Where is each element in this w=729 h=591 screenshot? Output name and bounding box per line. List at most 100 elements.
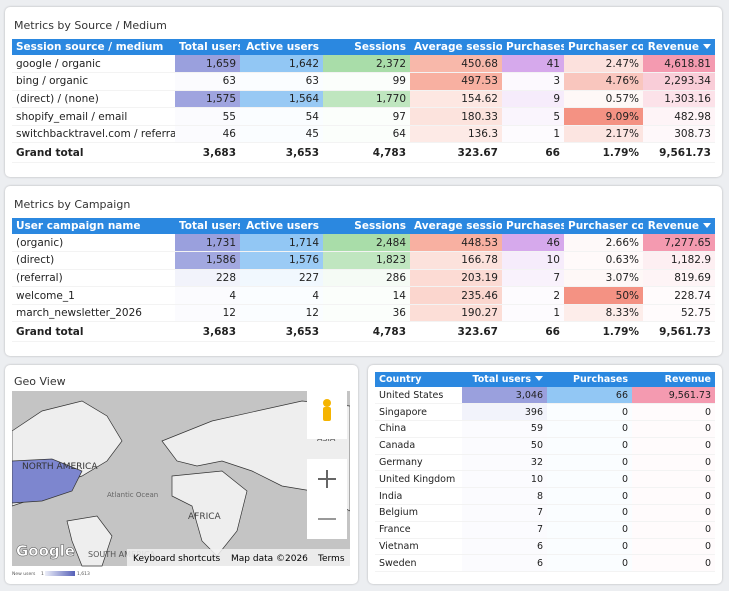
- column-header[interactable]: Total users: [175, 218, 240, 234]
- sort-arrow[interactable]: [531, 374, 543, 385]
- link[interactable]: Terms: [317, 554, 345, 564]
- table-row: China 59 0 0: [375, 420, 715, 438]
- land: [66, 515, 113, 567]
- cell: 50%: [564, 286, 643, 305]
- cell: 0: [632, 403, 715, 422]
- total-cell: 3,683: [175, 321, 240, 343]
- table-row: Belgium 7 0 0: [375, 504, 715, 522]
- cell: 1,714: [240, 234, 323, 253]
- table-row: (organic) 1,731 1,714 2,484 448.53 46 2.66% 7,2…: [12, 234, 715, 253]
- total-cell: 66: [502, 321, 564, 343]
- column-header[interactable]: Revenue: [632, 372, 715, 387]
- column-header[interactable]: Active users: [240, 39, 323, 55]
- legend-title: New users: [12, 571, 36, 577]
- cell: (organic): [12, 234, 175, 253]
- table-row: google / organic 1,659 1,642 2,372 450.68 41 2…: [12, 55, 715, 74]
- cell: 8: [462, 487, 547, 506]
- cell: 1,731: [175, 234, 240, 253]
- cell: 450.68: [410, 55, 502, 74]
- map-label: NORTH AMERICA: [22, 462, 98, 472]
- cell: 66: [547, 387, 632, 405]
- cell: 97: [323, 107, 410, 126]
- cell: 396: [462, 403, 547, 422]
- cell: 63: [175, 72, 240, 91]
- cell: 2,293.34: [643, 72, 715, 91]
- column-header[interactable]: User campaign name: [12, 218, 175, 234]
- column-header[interactable]: Revenue: [643, 39, 715, 55]
- pegman[interactable]: [323, 399, 331, 407]
- header-text: Active users: [246, 220, 319, 232]
- panel-title: Metrics by Source / Medium: [14, 19, 167, 32]
- map-label: Atlantic Ocean: [107, 491, 158, 499]
- table-row: switchbacktravel.com / referral 46 45 64 136…: [12, 125, 715, 144]
- cell: 235.46: [410, 286, 502, 305]
- column-header[interactable]: Sessions: [323, 39, 410, 55]
- cell: 55: [175, 107, 240, 126]
- header-text: Revenue: [647, 220, 699, 232]
- column-header[interactable]: Session source / medium: [12, 39, 175, 55]
- cell: 1: [502, 304, 564, 323]
- column-header[interactable]: Purchases: [502, 39, 564, 55]
- column-header[interactable]: Active users: [240, 218, 323, 234]
- header-text: Country: [379, 374, 422, 385]
- cell: google / organic: [12, 55, 175, 74]
- cell: 9.09%: [564, 107, 643, 126]
- google-logo: Google: [16, 542, 75, 560]
- campaign-panel: Metrics by Campaign User campaign name To…: [5, 186, 722, 356]
- column-header[interactable]: Total users: [175, 39, 240, 55]
- header-text: Sessions: [354, 220, 406, 232]
- legend-min: 1: [41, 571, 44, 577]
- column-header[interactable]: Average sessio...: [410, 218, 502, 234]
- cell: 227: [240, 269, 323, 288]
- table-row: welcome_1 4 4 14 235.46 2 50% 228.74: [12, 286, 715, 305]
- source-table: Session source / medium Total users Active…: [12, 39, 715, 164]
- cell: 4: [175, 286, 240, 305]
- cell: Canada: [375, 437, 462, 455]
- cell: (referral): [12, 269, 175, 288]
- cell: 1,564: [240, 90, 323, 109]
- cell: 819.69: [643, 269, 715, 288]
- cell: Belgium: [375, 504, 462, 522]
- total-cell: 1.79%: [564, 142, 643, 164]
- column-header[interactable]: Country: [375, 372, 462, 387]
- column-header[interactable]: Revenue: [643, 218, 715, 234]
- cell: 52.75: [643, 304, 715, 323]
- cell: 203.19: [410, 269, 502, 288]
- land-highlight: [12, 458, 83, 504]
- column-header[interactable]: Purchaser co...: [564, 39, 643, 55]
- total-cell: 323.67: [410, 142, 502, 164]
- total-cell: 1.79%: [564, 321, 643, 343]
- link[interactable]: Keyboard shortcuts: [133, 554, 220, 564]
- total-cell: 3,653: [240, 321, 323, 343]
- total-row: Grand total 3,683 3,653 4,783 323.67 66 1.79% 9…: [12, 142, 715, 164]
- attribution-bar: [127, 549, 350, 566]
- cell: (direct) / (none): [12, 90, 175, 109]
- sort-arrow[interactable]: [699, 220, 711, 232]
- cell: 59: [462, 420, 547, 438]
- cell: 482.98: [643, 107, 715, 126]
- cell: 2.17%: [564, 125, 643, 144]
- sort-arrow[interactable]: [699, 41, 711, 53]
- column-header[interactable]: Purchaser co...: [564, 218, 643, 234]
- cell: 12: [175, 304, 240, 323]
- column-header[interactable]: Sessions: [323, 218, 410, 234]
- cell: 286: [323, 269, 410, 288]
- cell: 7: [462, 521, 547, 539]
- attribution: Map data ©2026: [231, 554, 308, 564]
- column-header[interactable]: Purchases: [547, 372, 632, 387]
- zoom-in[interactable]: [318, 470, 336, 488]
- cell: 7: [502, 269, 564, 288]
- header-text: Purchases: [573, 374, 628, 385]
- pegman[interactable]: [323, 407, 331, 421]
- cell: Singapore: [375, 403, 462, 422]
- cell: 154.62: [410, 90, 502, 109]
- column-header[interactable]: Total users: [462, 372, 547, 387]
- cell: 4.76%: [564, 72, 643, 91]
- column-header[interactable]: Purchases: [502, 218, 564, 234]
- cell: 63: [240, 72, 323, 91]
- cell: 0: [632, 470, 715, 489]
- header-text: User campaign name: [16, 220, 141, 232]
- cell: 5: [502, 107, 564, 126]
- column-header[interactable]: Average sessio...: [410, 39, 502, 55]
